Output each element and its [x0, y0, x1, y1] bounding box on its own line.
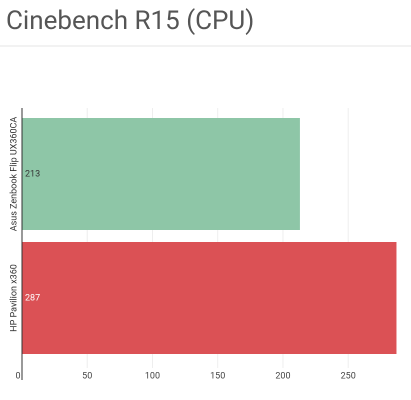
y-category-label: HP Pavilion x360 [9, 264, 19, 332]
x-tick-label: 50 [82, 371, 92, 381]
value-label: 287 [25, 293, 40, 303]
value-label: 213 [25, 169, 40, 179]
x-tick-label: 250 [341, 371, 356, 381]
bar [22, 118, 300, 230]
chart-title: Cinebench R15 (CPU) [6, 6, 254, 36]
bar [22, 242, 397, 354]
x-tick-label: 200 [275, 371, 290, 381]
x-tick-label: 0 [15, 371, 20, 381]
y-category-label: Asus Zenbook Flip UX360CA [9, 117, 19, 232]
x-tick-label: 150 [210, 371, 225, 381]
x-tick-label: 100 [145, 371, 160, 381]
